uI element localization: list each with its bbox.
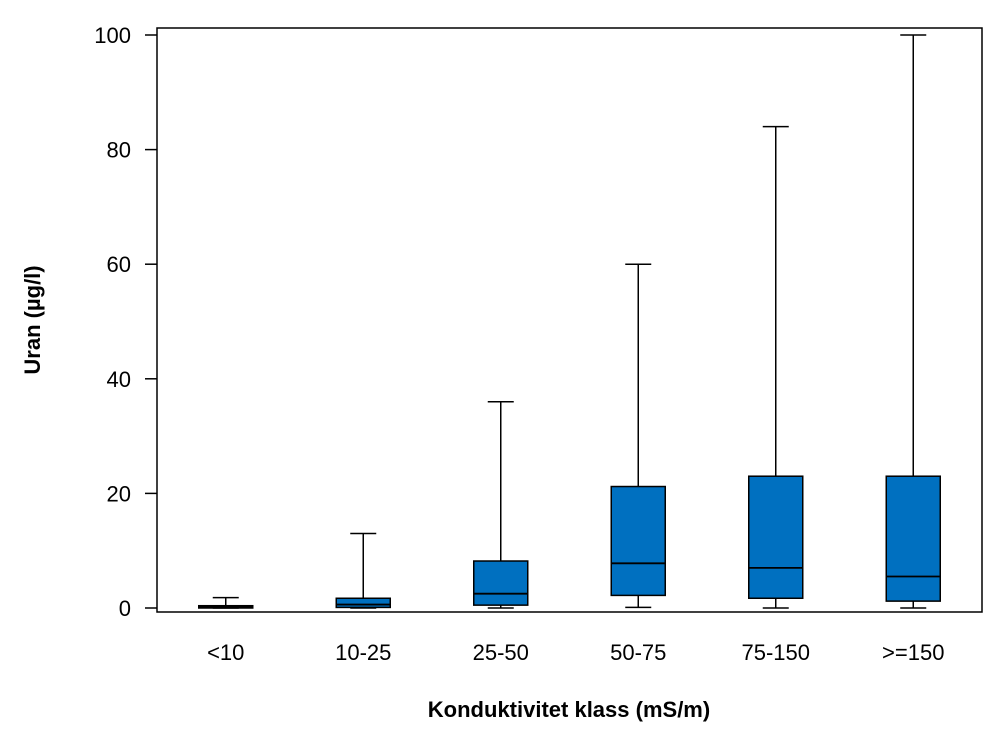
- x-tick-label: >=150: [882, 640, 944, 665]
- iqr-box: [748, 475, 804, 600]
- x-axis: <10 10-25 25-50 50-75 75-150 >=150: [207, 640, 944, 665]
- x-tick-label: 75-150: [741, 640, 810, 665]
- y-axis: 0 20 40 60 80 100: [94, 23, 157, 621]
- y-tick-label: 20: [107, 481, 131, 506]
- iqr-box: [473, 560, 529, 606]
- y-axis-title: Uran (µg/l): [20, 265, 45, 374]
- box-6: [885, 34, 941, 609]
- x-tick-label: 50-75: [610, 640, 666, 665]
- y-tick-label: 100: [94, 23, 131, 48]
- x-tick-label: 10-25: [335, 640, 391, 665]
- box-3: [473, 400, 529, 609]
- plot-area-frame: [156, 27, 983, 613]
- y-tick-label: 0: [119, 596, 131, 621]
- x-tick-label: 25-50: [473, 640, 529, 665]
- x-tick-label: <10: [207, 640, 244, 665]
- y-tick-label: 40: [107, 367, 131, 392]
- iqr-box: [335, 597, 391, 609]
- box-4: [610, 263, 666, 609]
- box-1: [198, 596, 254, 609]
- iqr-box: [610, 485, 666, 597]
- box-series: [198, 34, 941, 609]
- iqr-box: [885, 475, 941, 602]
- y-tick-label: 60: [107, 252, 131, 277]
- x-axis-title: Konduktivitet klass (mS/m): [428, 697, 710, 722]
- box-5: [748, 125, 804, 609]
- box-2: [335, 532, 391, 609]
- y-tick-label: 80: [107, 138, 131, 163]
